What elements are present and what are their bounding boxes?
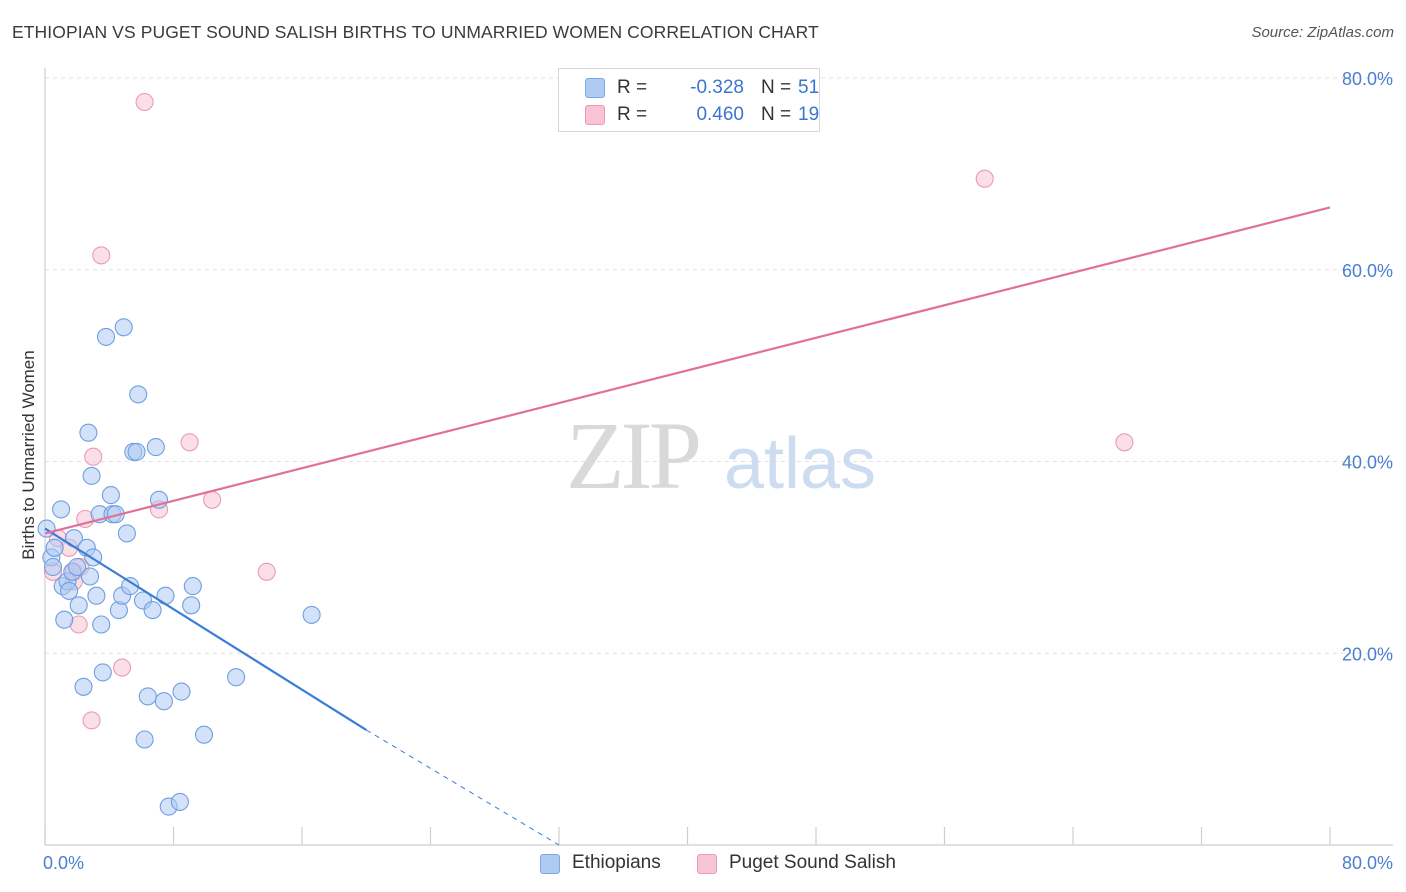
ethiopian-point [182, 596, 201, 615]
x-tick-label-max: 80.0% [1342, 853, 1393, 873]
ethiopian-point [170, 792, 189, 811]
ethiopian-point [129, 385, 148, 404]
ethiopian-point [96, 327, 116, 346]
legend-r-value: 0.460 [696, 104, 744, 125]
ethiopian-point [146, 438, 165, 457]
ethiopian-point [101, 486, 120, 505]
salish-point [92, 246, 111, 265]
ethiopian-point [227, 668, 246, 687]
salish-point [1115, 433, 1134, 452]
correlation-legend: R = -0.328 N = 51 R = 0.460 N = 19 [558, 68, 820, 132]
legend-n-label: N = [761, 104, 792, 125]
ethiopian-point [87, 586, 106, 605]
legend-r-label: R = [617, 77, 648, 98]
ethiopian-point [82, 466, 101, 485]
ethiopian-point [194, 725, 214, 744]
trend-lines [44, 206, 1331, 846]
salish-point [180, 433, 199, 452]
ethiopian-point [52, 500, 71, 519]
legend-n-label: N = [761, 77, 792, 98]
ethiopian-point [114, 318, 133, 337]
ethiopian-point [68, 557, 87, 577]
salish-point [203, 490, 222, 509]
ethiopian-point [135, 730, 154, 749]
salish-point [113, 658, 132, 677]
y-tick-label: 60.0% [1342, 261, 1393, 281]
bottom-legend-label-puget-sound-salish: Puget Sound Salish [729, 852, 896, 873]
ethiopian-point [43, 557, 63, 577]
watermark-atlas: atlas [724, 424, 876, 504]
legend-swatch-puget-sound-salish [585, 105, 605, 125]
ethiopian-point [93, 663, 112, 682]
ethiopian-point [79, 423, 98, 442]
ethiopians-trend-line [44, 527, 367, 731]
y-tick-label: 80.0% [1342, 69, 1393, 89]
ethiopian-point [143, 601, 162, 620]
bottom-legend-swatch-puget-sound-salish [697, 854, 717, 874]
watermark: ZIP atlas [566, 402, 876, 509]
salish-point [975, 169, 994, 188]
ethiopian-point [45, 538, 64, 557]
ethiopian-point [127, 442, 146, 461]
ethiopians-trend-extension [365, 729, 560, 846]
ethiopian-point [117, 524, 136, 543]
watermark-zip: ZIP [566, 402, 699, 509]
source-label: Source: ZipAtlas.com [1251, 24, 1394, 41]
chart-title: ETHIOPIAN VS PUGET SOUND SALISH BIRTHS T… [12, 22, 819, 42]
ethiopian-point [302, 605, 321, 624]
gridlines [45, 77, 1393, 654]
legend-n-value: 19 [798, 104, 820, 125]
x-tick-label-min: 0.0% [43, 853, 84, 873]
ethiopian-point [172, 682, 191, 701]
y-axis-label: Births to Unmarried Women [19, 350, 38, 559]
ethiopian-point [154, 692, 173, 711]
bottom-legend-swatch-ethiopians [540, 854, 560, 874]
legend-swatch-ethiopians [585, 78, 605, 98]
ethiopian-point [74, 677, 93, 696]
ethiopian-point [183, 577, 202, 596]
tick-labels: 20.0% 40.0% 60.0% 80.0% 0.0% 80.0% [43, 69, 1393, 873]
salish-point [135, 92, 154, 112]
salish-point [84, 447, 103, 466]
legend-r-label: R = [617, 104, 648, 125]
salish-point [82, 711, 101, 730]
y-tick-label: 40.0% [1342, 453, 1393, 473]
bottom-legend-label-ethiopians: Ethiopians [572, 852, 661, 873]
ethiopian-point [138, 687, 157, 706]
legend-n-value: 51 [798, 77, 820, 98]
ethiopian-point [55, 610, 74, 629]
axes [44, 68, 1393, 846]
ethiopian-point [80, 567, 100, 586]
salish-trend-line [44, 206, 1331, 535]
series-ethiopians [37, 318, 321, 816]
salish-point [257, 562, 276, 581]
y-tick-label: 20.0% [1342, 644, 1393, 664]
ethiopian-point [69, 596, 88, 615]
legend-r-value: -0.328 [690, 77, 744, 98]
ethiopian-point [60, 581, 79, 600]
ethiopian-point [92, 615, 111, 634]
